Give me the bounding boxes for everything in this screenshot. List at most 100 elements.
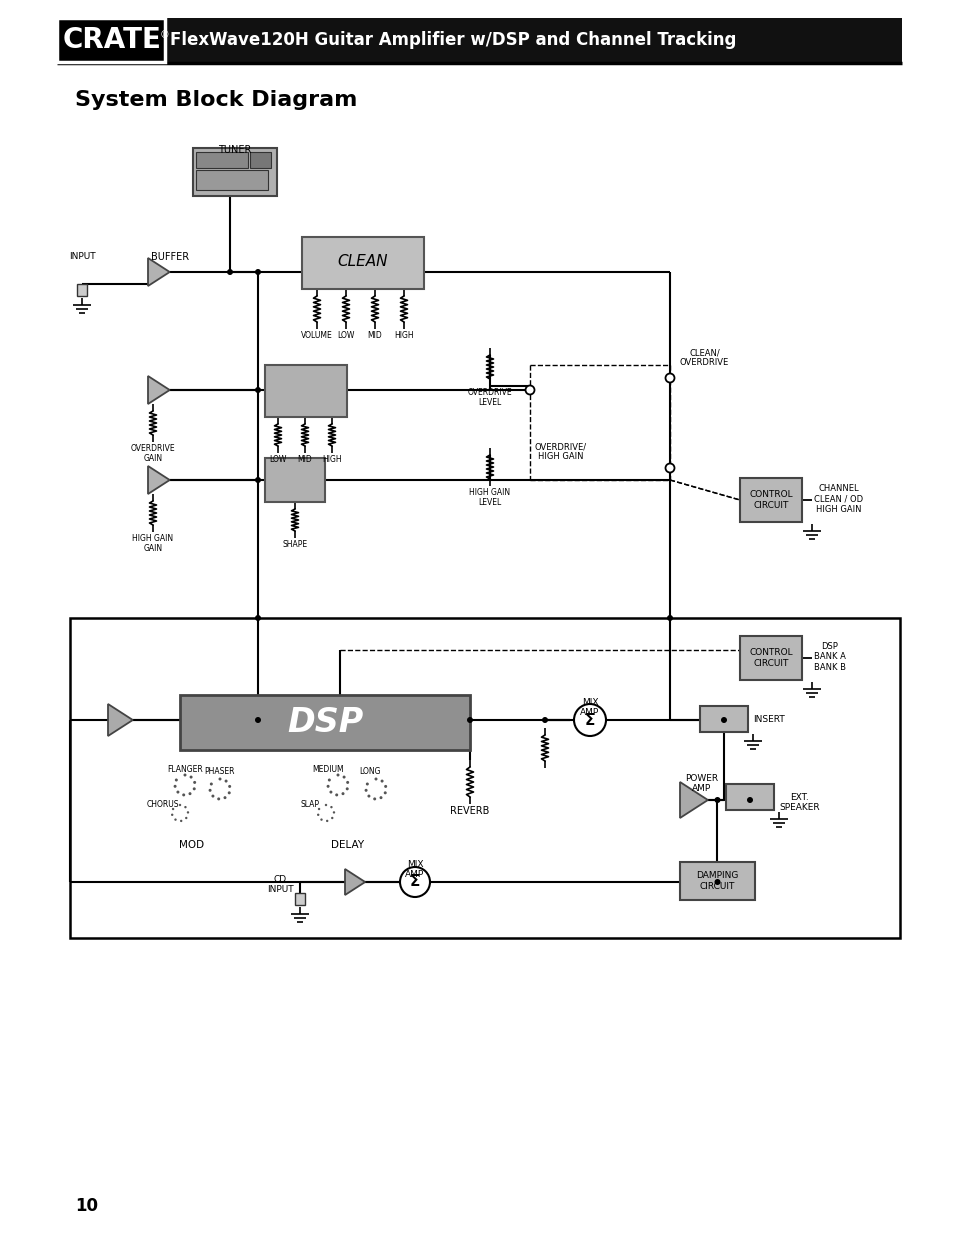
Circle shape bbox=[217, 798, 220, 800]
Text: Σ: Σ bbox=[410, 874, 419, 889]
Circle shape bbox=[185, 816, 187, 819]
Bar bbox=[195, 152, 248, 168]
Circle shape bbox=[223, 797, 226, 799]
Circle shape bbox=[720, 718, 726, 722]
Circle shape bbox=[227, 269, 233, 275]
Text: POWER
AMP: POWER AMP bbox=[684, 774, 718, 793]
Circle shape bbox=[228, 785, 231, 788]
Text: LONG: LONG bbox=[359, 767, 380, 776]
Circle shape bbox=[254, 477, 261, 483]
Polygon shape bbox=[148, 258, 170, 287]
Circle shape bbox=[171, 814, 173, 816]
Text: VOLUME: VOLUME bbox=[301, 331, 333, 340]
Circle shape bbox=[666, 615, 672, 621]
Circle shape bbox=[384, 785, 387, 788]
Text: CLEAN/
OVERDRIVE: CLEAN/ OVERDRIVE bbox=[679, 348, 728, 367]
Circle shape bbox=[375, 778, 377, 781]
Circle shape bbox=[218, 778, 221, 781]
Text: LOW: LOW bbox=[269, 454, 287, 464]
Circle shape bbox=[326, 820, 328, 823]
Circle shape bbox=[346, 781, 349, 784]
Bar bbox=[740, 636, 801, 680]
Text: CLEAN: CLEAN bbox=[337, 253, 388, 268]
Circle shape bbox=[467, 718, 473, 722]
Text: CONTROL
CIRCUIT: CONTROL CIRCUIT bbox=[748, 648, 792, 668]
Circle shape bbox=[331, 816, 334, 819]
Text: HIGH GAIN
LEVEL: HIGH GAIN LEVEL bbox=[469, 488, 510, 508]
Text: SLAP: SLAP bbox=[300, 800, 319, 809]
Text: INPUT: INPUT bbox=[69, 252, 95, 261]
Circle shape bbox=[380, 779, 383, 783]
Circle shape bbox=[254, 718, 261, 722]
Circle shape bbox=[373, 798, 375, 800]
Text: PHASER: PHASER bbox=[205, 767, 235, 776]
Bar bbox=[740, 478, 801, 522]
Text: BUFFER: BUFFER bbox=[151, 252, 189, 262]
Circle shape bbox=[320, 819, 322, 821]
Text: MID: MID bbox=[297, 454, 312, 464]
Circle shape bbox=[180, 820, 182, 823]
Circle shape bbox=[174, 778, 177, 782]
Circle shape bbox=[193, 781, 196, 784]
Text: OVERDRIVE/
HIGH GAIN: OVERDRIVE/ HIGH GAIN bbox=[535, 442, 586, 462]
Polygon shape bbox=[148, 466, 170, 494]
Circle shape bbox=[254, 269, 261, 275]
Text: MOD: MOD bbox=[179, 840, 204, 850]
Circle shape bbox=[183, 773, 186, 777]
Circle shape bbox=[665, 463, 674, 473]
Bar bbox=[70, 618, 899, 939]
Circle shape bbox=[190, 776, 193, 778]
Circle shape bbox=[224, 779, 228, 783]
Bar bbox=[250, 152, 271, 168]
Bar bbox=[679, 862, 754, 900]
Circle shape bbox=[365, 783, 369, 785]
Text: MID: MID bbox=[367, 331, 382, 340]
Circle shape bbox=[174, 819, 176, 821]
Bar bbox=[265, 366, 347, 417]
Polygon shape bbox=[148, 375, 170, 404]
Circle shape bbox=[317, 808, 320, 810]
Text: CHORUS: CHORUS bbox=[147, 800, 179, 809]
Circle shape bbox=[342, 776, 345, 778]
Circle shape bbox=[187, 811, 189, 814]
Circle shape bbox=[212, 794, 214, 798]
Text: MIX
AMP: MIX AMP bbox=[405, 860, 424, 879]
Text: System Block Diagram: System Block Diagram bbox=[75, 90, 357, 110]
Circle shape bbox=[182, 793, 185, 797]
Text: DELAY: DELAY bbox=[331, 840, 364, 850]
Bar bbox=[180, 695, 470, 750]
Text: MIX
AMP: MIX AMP bbox=[579, 698, 599, 718]
Text: DSP: DSP bbox=[287, 706, 363, 739]
Text: CRATE: CRATE bbox=[63, 26, 162, 54]
Bar bbox=[57, 19, 165, 62]
Bar bbox=[195, 170, 268, 190]
Circle shape bbox=[330, 806, 333, 809]
Circle shape bbox=[714, 797, 720, 803]
Text: INSERT: INSERT bbox=[752, 715, 784, 724]
Text: FLANGER: FLANGER bbox=[167, 764, 203, 774]
Circle shape bbox=[254, 615, 261, 621]
Text: OVERDRIVE
GAIN: OVERDRIVE GAIN bbox=[131, 445, 175, 463]
Circle shape bbox=[184, 806, 187, 809]
Circle shape bbox=[345, 788, 349, 790]
Text: DAMPING
CIRCUIT: DAMPING CIRCUIT bbox=[696, 872, 738, 890]
Circle shape bbox=[178, 804, 181, 806]
Circle shape bbox=[383, 792, 386, 794]
Polygon shape bbox=[679, 782, 707, 818]
Polygon shape bbox=[108, 704, 132, 736]
Text: LOW: LOW bbox=[337, 331, 355, 340]
Text: CONTROL
CIRCUIT: CONTROL CIRCUIT bbox=[748, 490, 792, 510]
Text: EXT.
SPEAKER: EXT. SPEAKER bbox=[779, 793, 819, 813]
Circle shape bbox=[367, 794, 370, 798]
Polygon shape bbox=[345, 869, 365, 895]
Circle shape bbox=[574, 704, 605, 736]
Bar bbox=[193, 148, 276, 196]
Circle shape bbox=[341, 792, 344, 795]
Text: CHANNEL
CLEAN / OD
HIGH GAIN: CHANNEL CLEAN / OD HIGH GAIN bbox=[813, 484, 862, 514]
Circle shape bbox=[333, 811, 335, 814]
Circle shape bbox=[328, 778, 331, 782]
Circle shape bbox=[326, 784, 329, 788]
Circle shape bbox=[176, 790, 179, 794]
Text: MEDIUM: MEDIUM bbox=[312, 764, 343, 774]
Circle shape bbox=[541, 718, 547, 722]
